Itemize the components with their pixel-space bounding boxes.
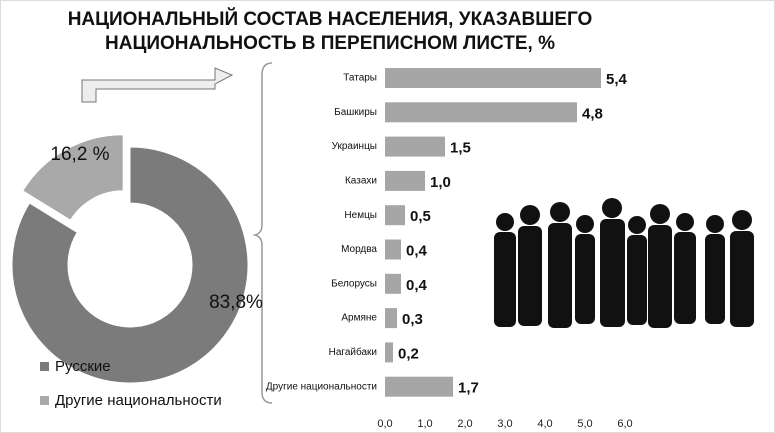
chart: 83,8% Русские 16,2 % Другие национальности 0…: [0, 0, 775, 433]
bar: [385, 137, 445, 157]
y-tick-label: Казахи: [345, 176, 377, 187]
legend-label: Другие национальности: [55, 392, 222, 409]
bar: [385, 240, 401, 260]
legend-swatch: [40, 362, 49, 371]
x-tick-label: 2,0: [457, 418, 472, 430]
chart-title: НАЦИОНАЛЬНЫЙ СОСТАВ НАСЕЛЕНИЯ, УКАЗАВШЕГ…: [60, 8, 600, 56]
y-tick-label: Другие национальности: [266, 381, 377, 392]
legend-swatch: [40, 396, 49, 405]
bar: [385, 342, 393, 362]
y-tick-label: Татары: [343, 73, 377, 84]
bar: [385, 171, 425, 191]
data-label: 0,4: [406, 242, 428, 259]
y-tick-label: Нагайбаки: [329, 346, 377, 358]
y-tick-label: Башкиры: [334, 107, 377, 118]
data-label: 0,2: [398, 345, 419, 362]
data-label: 4,8: [582, 105, 603, 122]
bar: [385, 205, 405, 225]
bar: [385, 377, 453, 397]
y-tick-label: Мордва: [341, 244, 377, 255]
bar: [385, 68, 601, 88]
x-tick-label: 3,0: [497, 418, 512, 430]
data-label: 1,5: [450, 140, 471, 157]
people-silhouette: [494, 198, 754, 328]
bracket: [255, 63, 272, 403]
data-label: 1,7: [458, 380, 479, 397]
data-label: 0,4: [406, 277, 428, 294]
data-label: 16,2 %: [50, 144, 109, 165]
data-label: 1,0: [430, 174, 451, 191]
x-tick-label: 5,0: [577, 418, 592, 430]
x-tick-label: 1,0: [417, 418, 432, 430]
y-tick-label: Армяне: [341, 313, 377, 324]
data-label: 0,5: [410, 208, 431, 225]
legend-label: Русские: [55, 358, 111, 375]
bar: [385, 274, 401, 294]
data-label: 5,4: [606, 71, 628, 88]
y-tick-label: Белорусы: [331, 278, 377, 289]
data-label: 83,8%: [209, 292, 263, 313]
x-tick-label: 4,0: [537, 418, 552, 430]
y-tick-label: Украинцы: [332, 141, 377, 152]
bar: [385, 308, 397, 328]
arrow: [82, 68, 232, 102]
data-label: 0,3: [402, 311, 423, 328]
y-tick-label: Немцы: [344, 210, 377, 221]
x-tick-label: 6,0: [617, 418, 632, 430]
x-tick-label: 0,0: [377, 418, 392, 430]
bar: [385, 102, 577, 122]
page: 83,8% Русские 16,2 % Другие национальности 0…: [0, 0, 775, 433]
